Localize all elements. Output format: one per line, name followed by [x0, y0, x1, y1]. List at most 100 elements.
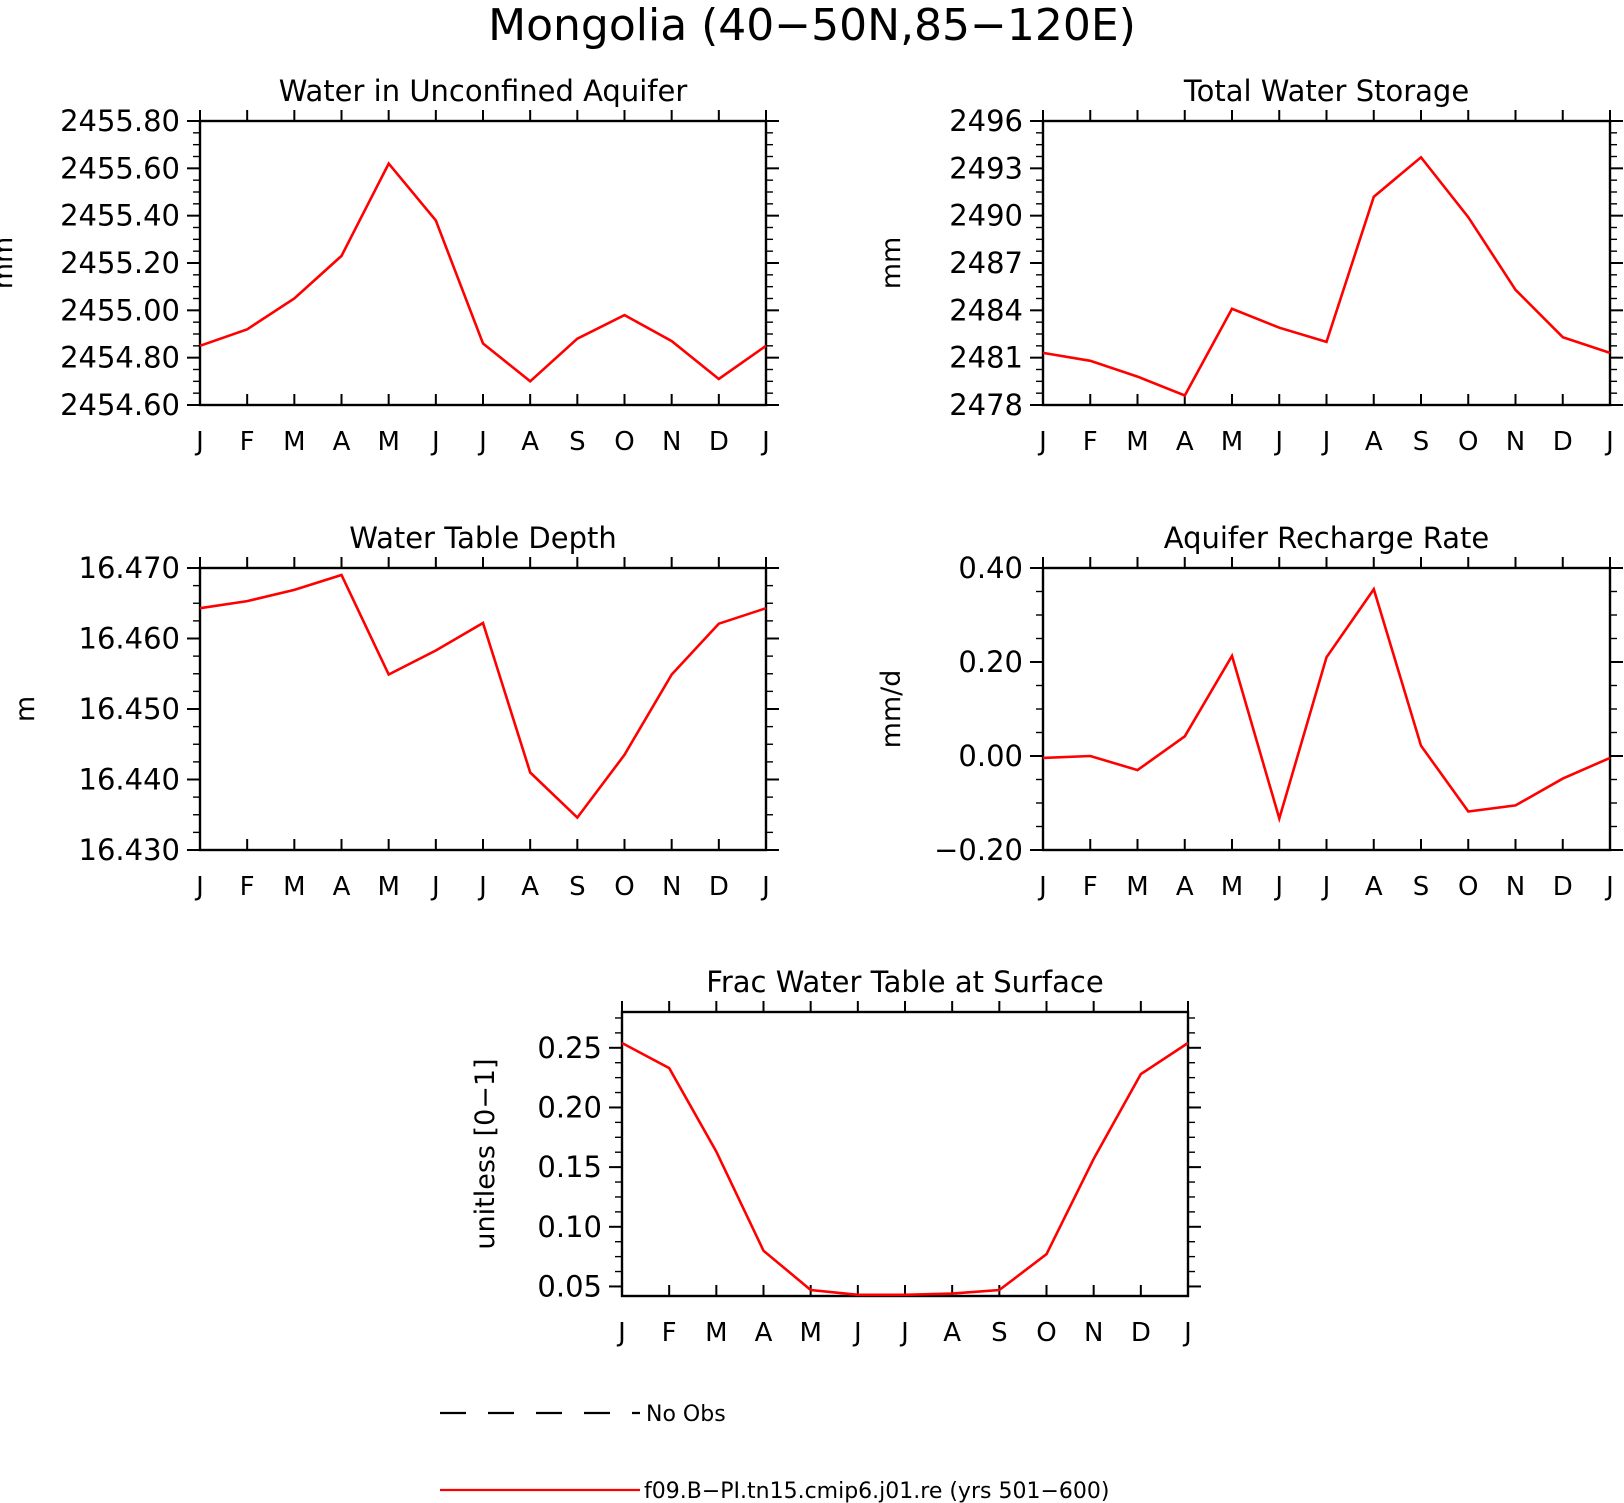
total-water-storage-xtick-label: F — [1083, 427, 1098, 457]
water-in-unconfined-aquifer-ytick-label: 2455.60 — [60, 151, 180, 185]
frac-water-table-at-surface-xtick-label: O — [1036, 1318, 1056, 1348]
frac-water-table-at-surface-ytick-label: 0.15 — [537, 1150, 602, 1184]
frac-water-table-at-surface-series-line — [621, 1041, 1189, 1297]
water-table-depth-ytick-label: 16.470 — [79, 551, 180, 585]
frac-water-table-at-surface-xtick-label: J — [852, 1318, 862, 1348]
water-in-unconfined-aquifer-xtick-label: J — [760, 427, 770, 457]
total-water-storage-ytick-label: 2478 — [949, 388, 1023, 422]
water-table-depth-xtick-label: O — [614, 872, 634, 902]
total-water-storage-xtick-label: S — [1413, 427, 1430, 457]
frac-water-table-at-surface-xtick-label: A — [755, 1318, 773, 1348]
aquifer-recharge-rate-xtick-label: D — [1553, 872, 1573, 902]
aquifer-recharge-rate-xtick-label: M — [1126, 872, 1148, 902]
total-water-storage-xtick-label: M — [1126, 427, 1148, 457]
frac-water-table-at-surface-ylabel: unitless [0−1] — [470, 1058, 501, 1249]
water-table-depth-xtick-label: J — [194, 872, 204, 902]
water-in-unconfined-aquifer-ytick-label: 2455.40 — [60, 199, 180, 233]
legend-no-obs-label: No Obs — [646, 1402, 726, 1427]
frac-water-table-at-surface-xtick-label: M — [705, 1318, 727, 1348]
aquifer-recharge-rate-xtick-label: J — [1321, 872, 1331, 902]
water-in-unconfined-aquifer-xtick-label: D — [709, 427, 729, 457]
aquifer-recharge-rate-xtick-label: N — [1506, 872, 1525, 902]
legend-model-label: f09.B−PI.tn15.cmip6.j01.re (yrs 501−600) — [644, 1479, 1109, 1503]
water-table-depth-series-line — [199, 573, 767, 820]
water-in-unconfined-aquifer-xtick-label: J — [194, 427, 204, 457]
water-in-unconfined-aquifer-xtick-label: F — [240, 427, 255, 457]
aquifer-recharge-rate-plot-frame — [1041, 566, 1612, 852]
total-water-storage-xtick-label: J — [1604, 427, 1614, 457]
water-in-unconfined-aquifer-title: Water in Unconfined Aquifer — [279, 74, 688, 108]
water-in-unconfined-aquifer-xtick-label: A — [333, 427, 351, 457]
water-in-unconfined-aquifer-xtick-label: J — [430, 427, 440, 457]
aquifer-recharge-rate-ytick-label: −0.20 — [934, 833, 1023, 867]
frac-water-table-at-surface-title: Frac Water Table at Surface — [706, 965, 1103, 999]
water-in-unconfined-aquifer-series-line — [199, 161, 767, 384]
water-table-depth-xtick-label: J — [430, 872, 440, 902]
water-table-depth-xtick-label: J — [760, 872, 770, 902]
water-in-unconfined-aquifer-ytick-label: 2454.80 — [60, 341, 180, 375]
water-in-unconfined-aquifer-xtick-label: M — [283, 427, 305, 457]
total-water-storage-series-line — [1042, 155, 1611, 398]
total-water-storage-xtick-label: J — [1037, 427, 1047, 457]
total-water-storage-ytick-label: 2481 — [949, 341, 1023, 375]
aquifer-recharge-rate-xtick-label: J — [1273, 872, 1283, 902]
water-table-depth-xtick-label: A — [333, 872, 351, 902]
water-in-unconfined-aquifer-xtick-label: N — [662, 427, 681, 457]
total-water-storage-xtick-label: D — [1553, 427, 1573, 457]
total-water-storage-xtick-label: J — [1321, 427, 1331, 457]
frac-water-table-at-surface-ytick-label: 0.25 — [537, 1031, 602, 1065]
water-in-unconfined-aquifer-ytick-label: 2455.20 — [60, 246, 180, 280]
water-in-unconfined-aquifer-xtick-label: A — [521, 427, 539, 457]
total-water-storage-xtick-label: A — [1176, 427, 1194, 457]
water-table-depth-xtick-label: S — [569, 872, 586, 902]
water-in-unconfined-aquifer-ytick-label: 2455.00 — [60, 293, 180, 327]
water-in-unconfined-aquifer-xtick-label: M — [377, 427, 399, 457]
frac-water-table-at-surface-xtick-label: M — [799, 1318, 821, 1348]
total-water-storage-plot-frame — [1041, 119, 1612, 407]
total-water-storage-xtick-label: J — [1273, 427, 1283, 457]
water-table-depth-ytick-label: 16.430 — [79, 833, 180, 867]
frac-water-table-at-surface-xtick-label: J — [899, 1318, 909, 1348]
aquifer-recharge-rate-xtick-label: A — [1365, 872, 1383, 902]
frac-water-table-at-surface-xtick-label: J — [1182, 1318, 1192, 1348]
frac-water-table-at-surface-ytick-label: 0.05 — [537, 1269, 602, 1303]
water-table-depth-plot-frame — [198, 566, 768, 852]
water-table-depth-xtick-label: M — [283, 872, 305, 902]
total-water-storage-title: Total Water Storage — [1183, 74, 1469, 108]
total-water-storage-xtick-label: N — [1506, 427, 1525, 457]
water-in-unconfined-aquifer-xtick-label: S — [569, 427, 586, 457]
frac-water-table-at-surface-xtick-label: S — [991, 1318, 1008, 1348]
aquifer-recharge-rate-title: Aquifer Recharge Rate — [1164, 521, 1490, 555]
water-table-depth-ytick-label: 16.460 — [79, 622, 180, 656]
water-table-depth-xtick-label: D — [709, 872, 729, 902]
aquifer-recharge-rate-xtick-label: M — [1221, 872, 1243, 902]
water-table-depth-xtick-label: A — [521, 872, 539, 902]
frac-water-table-at-surface-xtick-label: J — [616, 1318, 626, 1348]
frac-water-table-at-surface-plot-frame — [620, 1010, 1190, 1298]
water-in-unconfined-aquifer-ylabel: mm — [0, 237, 19, 290]
water-in-unconfined-aquifer-plot-frame — [198, 119, 768, 407]
aquifer-recharge-rate-xtick-label: F — [1083, 872, 1098, 902]
legend: No Obs f09.B−PI.tn15.cmip6.j01.re (yrs 5… — [440, 1402, 1109, 1503]
total-water-storage-xtick-label: O — [1458, 427, 1478, 457]
frac-water-table-at-surface-ytick-label: 0.10 — [537, 1210, 602, 1244]
panel-frac-water-table-at-surface: Frac Water Table at Surface unitless [0−1… — [470, 965, 1201, 1348]
total-water-storage-xtick-label: A — [1365, 427, 1383, 457]
frac-water-table-at-surface-xtick-label: D — [1131, 1318, 1151, 1348]
water-table-depth-ytick-label: 16.440 — [79, 763, 180, 797]
aquifer-recharge-rate-xtick-label: S — [1413, 872, 1430, 902]
aquifer-recharge-rate-ylabel: mm/d — [876, 670, 907, 749]
water-table-depth-xtick-label: J — [477, 872, 487, 902]
water-table-depth-ytick-label: 16.450 — [79, 692, 180, 726]
total-water-storage-ylabel: mm — [876, 237, 907, 290]
aquifer-recharge-rate-xtick-label: J — [1604, 872, 1614, 902]
water-table-depth-xtick-label: N — [662, 872, 681, 902]
water-in-unconfined-aquifer-xtick-label: O — [614, 427, 634, 457]
frac-water-table-at-surface-xtick-label: A — [943, 1318, 961, 1348]
aquifer-recharge-rate-xtick-label: A — [1176, 872, 1194, 902]
total-water-storage-xtick-label: M — [1221, 427, 1243, 457]
